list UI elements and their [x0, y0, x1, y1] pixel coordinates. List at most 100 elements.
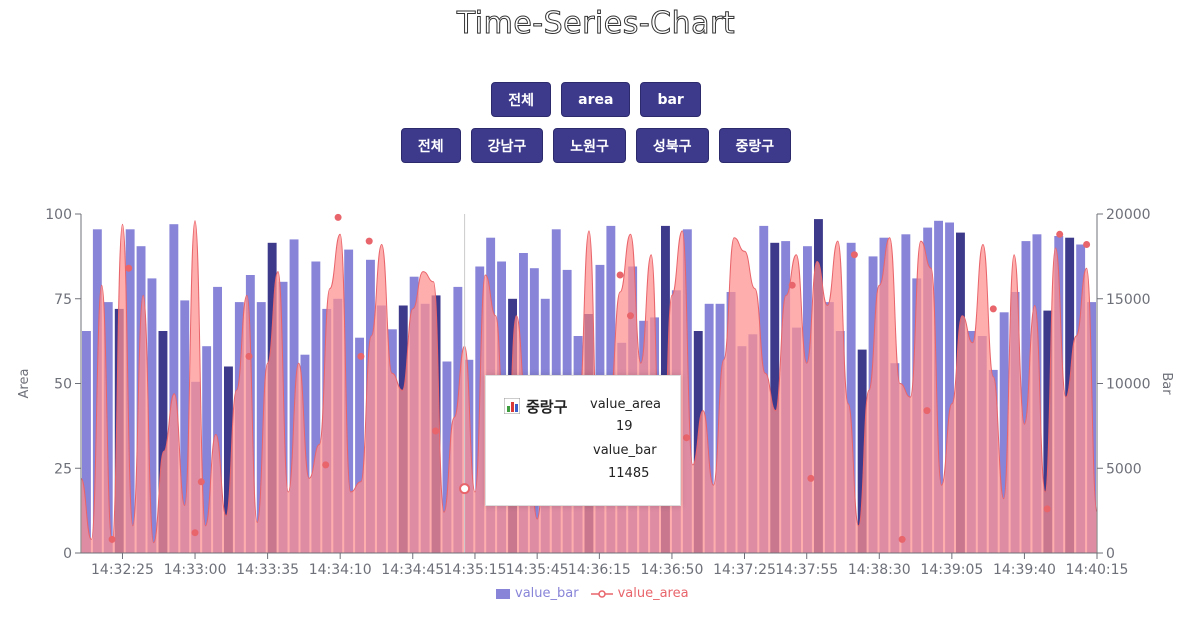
filter-district-gangnam-button[interactable]: 강남구 — [470, 128, 544, 163]
area-dot-3[interactable] — [197, 478, 205, 486]
area-dot-9[interactable] — [432, 427, 440, 435]
area-dot-12[interactable] — [627, 312, 634, 320]
area-dot-6[interactable] — [334, 213, 342, 221]
area-dot-1[interactable] — [125, 264, 133, 272]
area-dot-8[interactable] — [365, 237, 373, 245]
legend-bar-label: value_bar — [515, 586, 579, 601]
right-tick-label-0: 0 — [1106, 546, 1115, 562]
filter-district-jungnang-button[interactable]: 중랑구 — [718, 128, 792, 163]
x-tick-label-9: 14:37:25 — [713, 562, 776, 578]
bar-21[interactable] — [311, 261, 321, 554]
chart-legend: value_bar value_area — [496, 586, 695, 601]
legend-item-bar[interactable]: value_bar — [496, 586, 579, 601]
left-tick-label-4: 100 — [45, 207, 72, 223]
x-tick-label-6: 14:35:45 — [506, 562, 569, 578]
bar-70[interactable] — [846, 242, 856, 554]
area-dot-18[interactable] — [923, 407, 931, 415]
bar-84[interactable] — [999, 312, 1009, 553]
bar-7[interactable] — [158, 331, 168, 553]
bar-33[interactable] — [442, 361, 452, 554]
area-dot-11[interactable] — [616, 271, 624, 279]
bar-79[interactable] — [945, 222, 954, 554]
left-tick-label-1: 25 — [54, 461, 72, 477]
bar-57[interactable] — [704, 303, 714, 553]
area-dot-14[interactable] — [788, 281, 796, 289]
right-tick-label-1: 5000 — [1106, 461, 1142, 477]
x-tick-label-1: 14:33:00 — [164, 562, 227, 578]
bar-11[interactable] — [202, 346, 212, 553]
right-axis-name: Bar — [1159, 372, 1174, 395]
bar-4[interactable] — [125, 229, 135, 554]
bar-chart-icon — [504, 398, 520, 414]
tooltip-area-key: value_area — [590, 397, 661, 412]
area-dot-15[interactable] — [807, 474, 815, 482]
bar-86[interactable] — [1021, 241, 1031, 553]
bar-12[interactable] — [213, 286, 222, 553]
tooltip-series-name: 중랑구 — [526, 398, 568, 416]
area-dot-17[interactable] — [898, 535, 906, 543]
bar-19[interactable] — [289, 239, 299, 553]
chart-title: Time-Series-Chart — [456, 6, 736, 42]
district-filter-row: 전체 강남구 노원구 성북구 중랑구 — [0, 128, 1192, 163]
legend-area-label: value_area — [617, 586, 689, 601]
left-tick-label-2: 50 — [54, 377, 72, 393]
right-tick-label-4: 20000 — [1106, 207, 1151, 223]
bar-71[interactable] — [857, 349, 867, 553]
tooltip-bar-value: 11485 — [608, 466, 650, 481]
x-tick-label-2: 14:33:35 — [236, 562, 299, 578]
x-tick-label-10: 14:37:55 — [775, 562, 838, 578]
filter-type-area-button[interactable]: area — [561, 82, 631, 117]
area-dot-21[interactable] — [1056, 230, 1064, 238]
bar-63[interactable] — [770, 242, 780, 554]
legend-bar-swatch — [496, 588, 510, 599]
area-dot-13[interactable] — [683, 434, 690, 442]
filter-district-nowon-button[interactable]: 노원구 — [553, 128, 626, 163]
x-tick-label-8: 14:36:50 — [640, 562, 703, 578]
x-tick-label-12: 14:39:05 — [920, 562, 983, 578]
area-dot-2[interactable] — [191, 529, 199, 537]
bar-2[interactable] — [103, 302, 113, 553]
left-axis-name: Area — [17, 369, 32, 399]
x-tick-label-5: 14:35:15 — [444, 562, 507, 578]
area-dot-5[interactable] — [322, 461, 330, 469]
bar-6[interactable] — [147, 278, 157, 553]
left-tick-label-3: 75 — [54, 292, 72, 308]
chart-tooltip: 중랑구 value_area 19 value_bar 11485 — [485, 375, 681, 506]
legend-item-area[interactable]: value_area — [590, 586, 689, 601]
bar-78[interactable] — [934, 220, 943, 554]
tooltip-area-value: 19 — [616, 419, 633, 434]
bar-13[interactable] — [224, 366, 233, 554]
area-dot-7[interactable] — [357, 352, 365, 360]
hovered-point — [459, 483, 471, 495]
right-tick-label-3: 15000 — [1106, 292, 1151, 308]
area-dot-4[interactable] — [245, 352, 253, 360]
x-tick-label-4: 14:34:45 — [381, 562, 444, 578]
area-dot-20[interactable] — [1043, 505, 1051, 513]
right-tick-label-2: 10000 — [1106, 377, 1151, 393]
bar-16[interactable] — [256, 302, 266, 553]
x-tick-label-7: 14:36:15 — [568, 562, 631, 578]
bar-25[interactable] — [355, 337, 364, 553]
bar-24[interactable] — [344, 249, 354, 553]
x-tick-label-11: 14:38:30 — [848, 562, 911, 578]
x-tick-label-0: 14:32:25 — [91, 562, 154, 578]
filter-district-all-button[interactable]: 전체 — [400, 128, 461, 163]
bar-0[interactable] — [82, 331, 91, 553]
area-dot-22[interactable] — [1083, 241, 1091, 248]
filter-type-bar-button[interactable]: bar — [640, 82, 701, 117]
area-dot-0[interactable] — [108, 535, 116, 543]
area-dot-19[interactable] — [989, 305, 997, 313]
filter-type-all-button[interactable]: 전체 — [491, 82, 552, 117]
bar-8[interactable] — [169, 224, 179, 553]
left-tick-label-0: 0 — [63, 546, 72, 562]
type-filter-row: 전체 area bar — [0, 82, 1192, 117]
x-tick-label-13: 14:39:40 — [993, 562, 1056, 578]
legend-area-swatch — [590, 589, 613, 598]
bar-9[interactable] — [180, 300, 190, 553]
filter-district-seongbuk-button[interactable]: 성북구 — [635, 128, 709, 163]
x-tick-label-3: 14:34:10 — [309, 562, 372, 578]
bar-88[interactable] — [1043, 310, 1053, 553]
x-tick-label-14: 14:40:15 — [1066, 562, 1129, 578]
area-dot-16[interactable] — [850, 251, 858, 259]
tooltip-bar-key: value_bar — [593, 443, 657, 458]
